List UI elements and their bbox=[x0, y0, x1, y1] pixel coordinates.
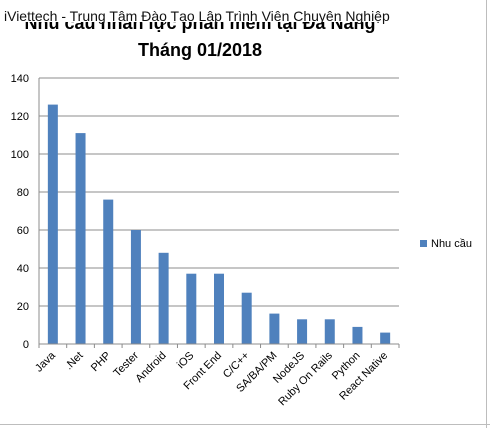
bar-react-native bbox=[380, 332, 391, 344]
y-tick-label: 0 bbox=[23, 339, 29, 351]
bar-sa-ba-pm bbox=[269, 313, 280, 344]
bar-c-c bbox=[241, 292, 252, 344]
watermark-text: iViettech - Trung Tâm Đào Tạo Lập Trình … bbox=[4, 8, 390, 24]
x-tick-label: iOS bbox=[175, 350, 196, 371]
bars bbox=[47, 104, 391, 344]
bar-nodejs bbox=[297, 319, 308, 344]
y-tick-label: 100 bbox=[11, 149, 29, 161]
y-tick-label: 140 bbox=[11, 73, 29, 85]
x-tick-label: Java bbox=[33, 349, 59, 375]
y-tick-label: 120 bbox=[11, 111, 29, 123]
x-tick-label: PHP bbox=[89, 350, 113, 374]
legend-swatch bbox=[420, 240, 427, 247]
y-tick-label: 80 bbox=[17, 187, 29, 199]
y-tick-labels: 0 20 40 60 80 100 120 140 bbox=[11, 73, 29, 351]
chart-frame-right bbox=[486, 0, 487, 428]
gridlines bbox=[39, 77, 399, 307]
bar-front-end bbox=[214, 273, 224, 344]
legend-label: Nhu cầu bbox=[431, 238, 472, 250]
bar-ruby-on-rails bbox=[324, 319, 335, 344]
bar-tester bbox=[130, 230, 141, 344]
bar-net bbox=[75, 133, 86, 344]
x-tick-label: Android bbox=[133, 350, 168, 385]
x-tick-label: .Net bbox=[63, 350, 86, 373]
chart-frame-bottom bbox=[0, 424, 490, 425]
bar-php bbox=[103, 199, 114, 344]
y-tick-label: 40 bbox=[17, 263, 29, 275]
y-tick-label: 20 bbox=[17, 301, 29, 313]
axes bbox=[38, 78, 400, 348]
bar-java bbox=[47, 104, 58, 344]
chart-title-line2: Tháng 01/2018 bbox=[137, 40, 263, 60]
chart-title-line1: Nhu cầu nhân lực phần mềm tại Đà Nẵng bbox=[24, 13, 376, 33]
bar-ios bbox=[186, 273, 197, 344]
legend: Nhu cầu bbox=[420, 238, 472, 250]
y-tick-label: 60 bbox=[17, 225, 29, 237]
bar-python bbox=[352, 326, 363, 344]
bar-android bbox=[158, 252, 169, 344]
